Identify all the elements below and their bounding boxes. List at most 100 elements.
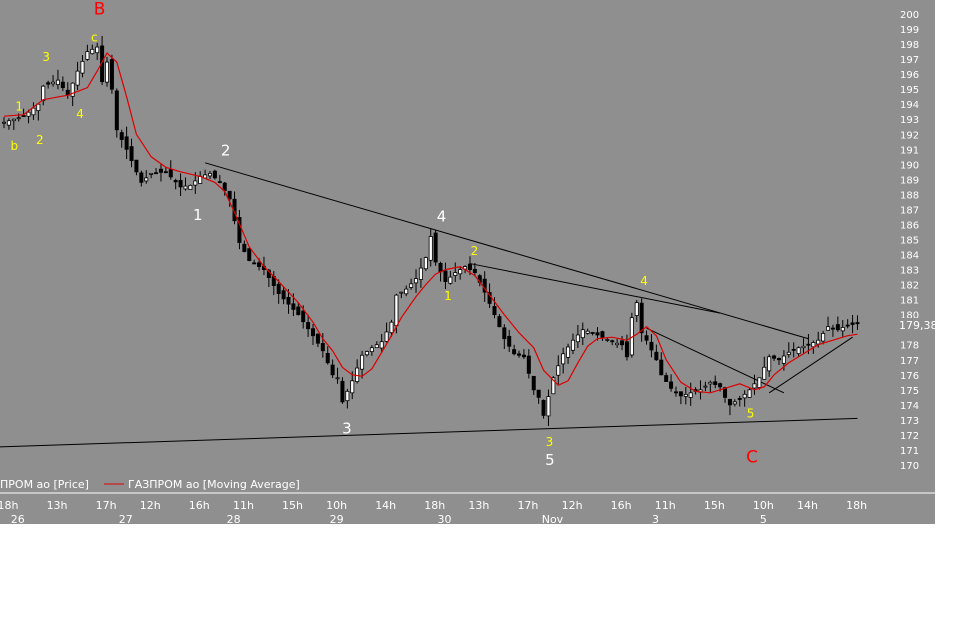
candle-body (330, 364, 335, 376)
candle-body (438, 262, 443, 273)
price-candle (737, 395, 742, 407)
candle-body (703, 385, 708, 388)
candle-body (526, 355, 531, 374)
price-candle (855, 315, 860, 330)
price-candle (605, 337, 610, 342)
price-candle (644, 330, 649, 345)
price-candle (620, 336, 625, 351)
candle-body (850, 322, 855, 325)
price-candle (70, 82, 75, 107)
candle-body (575, 334, 580, 343)
price-candle (845, 319, 850, 329)
candle-body (183, 185, 188, 190)
price-candle (85, 44, 90, 61)
price-candle (242, 240, 247, 253)
candle-body (585, 330, 590, 334)
price-candle (453, 262, 458, 282)
price-candle (629, 312, 634, 358)
trendline (768, 336, 853, 394)
price-candle (281, 286, 286, 305)
trendline (469, 263, 721, 314)
candle-body (345, 390, 350, 402)
y-tick-label: 187 (900, 205, 919, 216)
candle-body (36, 103, 41, 112)
price-candle (350, 371, 355, 400)
wave-label: B (94, 0, 106, 19)
candle-body (31, 107, 36, 116)
price-candle (678, 391, 683, 405)
candle-body (257, 262, 262, 267)
candle-body (443, 270, 448, 282)
candle-body (335, 377, 340, 380)
price-candle (51, 75, 56, 87)
candle-body (639, 302, 644, 334)
price-candle (423, 256, 428, 271)
price-candle (747, 388, 752, 398)
candle-body (708, 381, 713, 385)
price-candle (276, 279, 281, 304)
legend-price-label: ПРОМ ао [Price] (0, 478, 89, 491)
wave-label: 3 (546, 435, 554, 449)
candle-body (806, 343, 811, 346)
price-candle (776, 357, 781, 365)
x-time-label: 12h (562, 499, 583, 512)
x-date-label: 30 (438, 513, 452, 526)
price-candle (772, 354, 777, 361)
y-tick-label: 189 (900, 175, 919, 186)
price-candle (673, 386, 678, 397)
price-candle (458, 266, 463, 280)
candle-body (105, 61, 110, 83)
candle-body (227, 190, 232, 200)
candle-body (409, 283, 414, 288)
candle-body (551, 377, 556, 395)
price-candle (683, 386, 688, 405)
candle-body (772, 355, 777, 359)
candle-body (114, 90, 119, 131)
candle-body (80, 60, 85, 74)
price-candle (570, 333, 575, 355)
y-tick-label: 185 (900, 236, 919, 247)
price-candle (252, 259, 257, 265)
price-candle (335, 367, 340, 384)
price-candle (227, 190, 232, 207)
last-price-label: 179,38 (899, 319, 938, 332)
y-tick-label: 195 (900, 85, 919, 96)
candle-body (536, 389, 541, 398)
price-candle (183, 177, 188, 191)
candle-body (776, 358, 781, 361)
candle-body (2, 121, 7, 124)
x-time-label: 12h (140, 499, 161, 512)
wave-label: b (10, 139, 18, 153)
candle-body (252, 262, 257, 265)
candle-body (222, 182, 227, 192)
candle-body (801, 345, 806, 349)
price-candle (703, 381, 708, 392)
price-candle (247, 247, 252, 262)
x-date-label: 29 (330, 513, 344, 526)
y-tick-label: 176 (900, 371, 919, 382)
price-candle (105, 56, 110, 87)
candle-body (659, 359, 664, 376)
price-candle (507, 329, 512, 352)
candle-body (26, 111, 31, 117)
last-price-box (897, 318, 935, 332)
y-tick-label: 197 (900, 55, 919, 66)
y-tick-label: 170 (900, 461, 919, 472)
last-price-marker: 179,38 (897, 318, 938, 332)
price-candle (90, 44, 95, 55)
candle-body (404, 288, 409, 295)
price-candle (585, 328, 590, 335)
candle-body (669, 381, 674, 389)
candle-body (350, 380, 355, 394)
wave-label: 2 (471, 244, 479, 258)
candle-body (634, 302, 639, 316)
wave-label: 1 (444, 289, 452, 303)
price-candle (379, 333, 384, 353)
candle-body (173, 180, 178, 183)
price-candle (757, 377, 762, 390)
candle-body (600, 331, 605, 338)
candle-body (418, 267, 423, 280)
candle-body (41, 85, 46, 102)
candle-body (369, 347, 374, 353)
